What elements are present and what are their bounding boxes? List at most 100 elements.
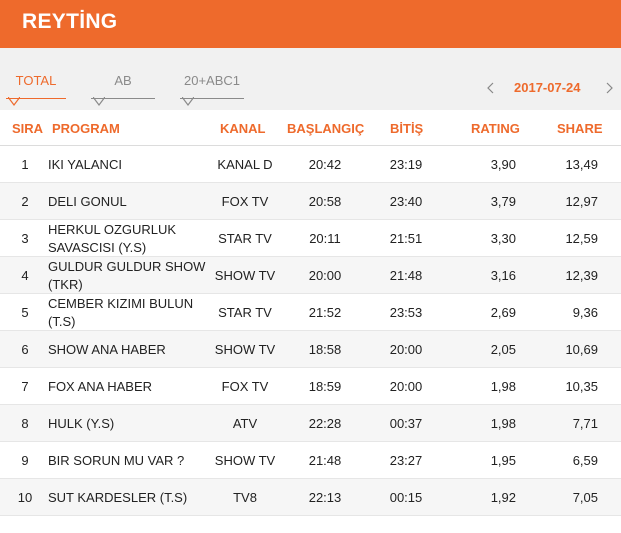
tab-total-label: TOTAL <box>15 73 57 88</box>
table-row: 7 FOX ANA HABER FOX TV 18:59 20:00 1,98 … <box>0 368 621 405</box>
end-time-cell: 20:00 <box>389 378 423 394</box>
rank-cell: 4 <box>21 267 29 283</box>
start-time-cell: 20:00 <box>308 267 342 283</box>
rank-cell: 7 <box>21 378 29 394</box>
share-cell: 12,97 <box>565 193 598 209</box>
rating-cell: 1,92 <box>490 489 516 505</box>
start-time-cell: 22:28 <box>308 415 342 431</box>
start-time-cell: 18:58 <box>308 341 342 357</box>
table-row: 10 SUT KARDESLER (T.S) TV8 22:13 00:15 1… <box>0 479 621 516</box>
table-row: 2 DELI GONUL FOX TV 20:58 23:40 3,79 12,… <box>0 183 621 220</box>
end-time-cell: 23:19 <box>389 156 423 172</box>
channel-cell: STAR TV <box>218 230 272 246</box>
channel-cell: KANAL D <box>217 156 273 172</box>
program-cell: HULK (Y.S) <box>48 415 115 431</box>
tab-underline <box>6 98 66 99</box>
start-time-cell: 20:11 <box>309 230 341 246</box>
program-cell: HERKUL OZGURLUK SAVASCISI (Y.S) <box>48 221 177 255</box>
rank-cell: 8 <box>21 415 29 431</box>
channel-cell: FOX TV <box>221 193 269 209</box>
col-baslangic: BAŞLANGIÇ <box>287 121 365 136</box>
rank-cell: 6 <box>21 341 29 357</box>
end-time-cell: 23:40 <box>389 193 423 209</box>
rating-cell: 1,98 <box>490 378 516 394</box>
col-kanal: KANAL <box>220 121 266 136</box>
program-cell: FOX ANA HABER <box>48 378 153 394</box>
channel-cell: ATV <box>232 415 258 431</box>
share-cell: 7,05 <box>572 489 598 505</box>
col-bitis: BİTİŞ <box>390 121 424 136</box>
table-row: 5 CEMBER KIZIMI BULUN (T.S) STAR TV 21:5… <box>0 294 621 331</box>
rating-cell: 3,16 <box>490 267 516 283</box>
share-cell: 10,69 <box>565 341 598 357</box>
rating-cell: 1,98 <box>490 415 516 431</box>
share-cell: 10,35 <box>565 378 598 394</box>
end-time-cell: 23:53 <box>389 304 423 320</box>
tab-20-abc1[interactable]: 20+ABC1 <box>180 73 244 106</box>
table-row: 6 SHOW ANA HABER SHOW TV 18:58 20:00 2,0… <box>0 331 621 368</box>
rank-cell: 5 <box>21 304 29 320</box>
start-time-cell: 21:52 <box>308 304 342 320</box>
channel-cell: FOX TV <box>221 378 269 394</box>
share-cell: 7,71 <box>572 415 598 431</box>
rating-cell: 2,69 <box>490 304 516 320</box>
tab-bar: TOTAL AB 20+ABC1 2017-07-24 <box>0 48 621 110</box>
end-time-cell: 23:27 <box>389 452 423 468</box>
rank-cell: 2 <box>21 193 29 209</box>
caret-down-icon <box>8 97 20 106</box>
table-row: 9 BIR SORUN MU VAR ? SHOW TV 21:48 23:27… <box>0 442 621 479</box>
start-time-cell: 20:42 <box>308 156 342 172</box>
program-cell: SUT KARDESLER (T.S) <box>48 489 188 505</box>
tab-underline <box>180 98 244 99</box>
chevron-right-icon[interactable] <box>604 82 614 94</box>
program-cell: IKI YALANCI <box>48 156 122 172</box>
table-row: 8 HULK (Y.S) ATV 22:28 00:37 1,98 7,71 <box>0 405 621 442</box>
rank-cell: 3 <box>21 230 29 246</box>
channel-cell: SHOW TV <box>214 267 276 283</box>
start-time-cell: 18:59 <box>308 378 342 394</box>
rating-cell: 3,79 <box>490 193 516 209</box>
start-time-cell: 22:13 <box>308 489 342 505</box>
channel-cell: SHOW TV <box>214 341 276 357</box>
rating-cell: 3,90 <box>490 156 516 172</box>
rank-cell: 10 <box>17 489 33 505</box>
end-time-cell: 00:37 <box>389 415 423 431</box>
share-cell: 13,49 <box>565 156 598 172</box>
col-share: SHARE <box>557 121 603 136</box>
channel-cell: STAR TV <box>218 304 272 320</box>
caret-down-icon <box>93 97 105 106</box>
program-cell: GULDUR GULDUR SHOW (TKR) <box>48 258 206 292</box>
table-header: SIRA PROGRAM KANAL BAŞLANGIÇ BİTİŞ RATIN… <box>0 110 621 146</box>
chevron-left-icon[interactable] <box>486 82 496 94</box>
share-cell: 12,39 <box>565 267 598 283</box>
tab-underline <box>91 98 155 99</box>
page-title: REYTİNG <box>22 10 118 33</box>
ratings-table: SIRA PROGRAM KANAL BAŞLANGIÇ BİTİŞ RATIN… <box>0 110 621 516</box>
table-body: 1 IKI YALANCI KANAL D 20:42 23:19 3,90 1… <box>0 146 621 516</box>
program-cell: BIR SORUN MU VAR ? <box>48 452 185 468</box>
program-cell: CEMBER KIZIMI BULUN (T.S) <box>48 295 194 329</box>
rating-cell: 2,05 <box>490 341 516 357</box>
col-rating: RATING <box>471 121 520 136</box>
program-cell: SHOW ANA HABER <box>48 341 166 357</box>
channel-cell: SHOW TV <box>214 452 276 468</box>
tab-20-abc1-label: 20+ABC1 <box>183 73 240 88</box>
table-row: 4 GULDUR GULDUR SHOW (TKR) SHOW TV 20:00… <box>0 257 621 294</box>
share-cell: 6,59 <box>572 452 598 468</box>
rating-cell: 3,30 <box>490 230 516 246</box>
rank-cell: 9 <box>21 452 29 468</box>
table-row: 1 IKI YALANCI KANAL D 20:42 23:19 3,90 1… <box>0 146 621 183</box>
tab-ab-label: AB <box>114 73 132 88</box>
share-cell: 9,36 <box>572 304 598 320</box>
end-time-cell: 00:15 <box>389 489 423 505</box>
date-navigator: 2017-07-24 <box>484 80 618 96</box>
program-cell: DELI GONUL <box>48 193 127 209</box>
table-row: 3 HERKUL OZGURLUK SAVASCISI (Y.S) STAR T… <box>0 220 621 257</box>
end-time-cell: 20:00 <box>389 341 423 357</box>
tab-ab[interactable]: AB <box>91 73 155 106</box>
caret-down-icon <box>182 97 194 106</box>
share-cell: 12,59 <box>565 230 598 246</box>
tab-total[interactable]: TOTAL <box>6 73 66 106</box>
start-time-cell: 21:48 <box>308 452 342 468</box>
channel-cell: TV8 <box>233 489 257 505</box>
